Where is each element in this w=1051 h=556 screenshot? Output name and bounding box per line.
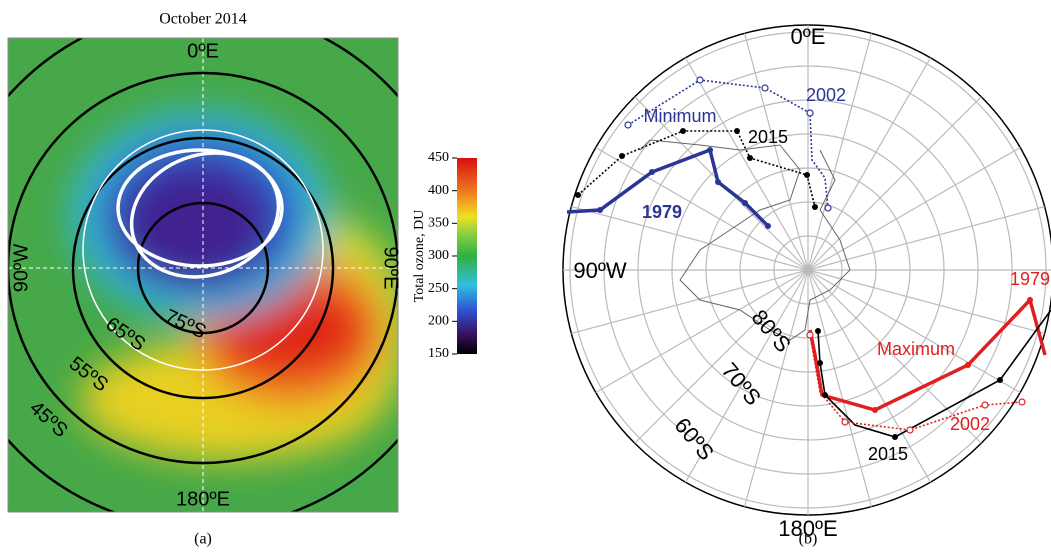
year-label: 2002: [950, 414, 990, 434]
colorbar-tick-label: 450: [428, 150, 449, 165]
figure: October 2014 0ºE 90ºE 90ºW 180ºE 75ºS: [0, 0, 1051, 556]
colorbar-tick-label: 350: [428, 216, 449, 231]
colorbar-tick-label: 250: [428, 281, 449, 296]
polar-label: 0ºE: [791, 24, 826, 49]
colorbar-tick-label: 400: [428, 183, 449, 198]
series-label: Maximum: [877, 339, 955, 359]
series-label: Minimum: [643, 106, 716, 126]
year-label: 2015: [748, 127, 788, 147]
year-label: 2002: [806, 85, 846, 105]
caption: (a): [194, 531, 212, 548]
year-label: 1979: [642, 202, 682, 222]
colorbar-label: Total ozone, DU: [412, 210, 427, 303]
year-label: 1979: [1010, 269, 1050, 289]
map-label: 90ºW: [10, 244, 32, 293]
colorbar-tick-label: 150: [428, 346, 449, 361]
colorbar: [457, 158, 477, 354]
colorbar-tick-label: 200: [428, 314, 449, 329]
year-label: 2015: [868, 444, 908, 464]
colorbar-tick-label: 300: [428, 248, 449, 263]
panel-title: October 2014: [159, 11, 247, 28]
caption: (b): [799, 531, 818, 548]
map-label: 0ºE: [187, 40, 219, 62]
polar-label: 90ºW: [573, 258, 627, 283]
map-label: 90ºE: [380, 247, 402, 290]
map-label: 180ºE: [176, 488, 230, 510]
